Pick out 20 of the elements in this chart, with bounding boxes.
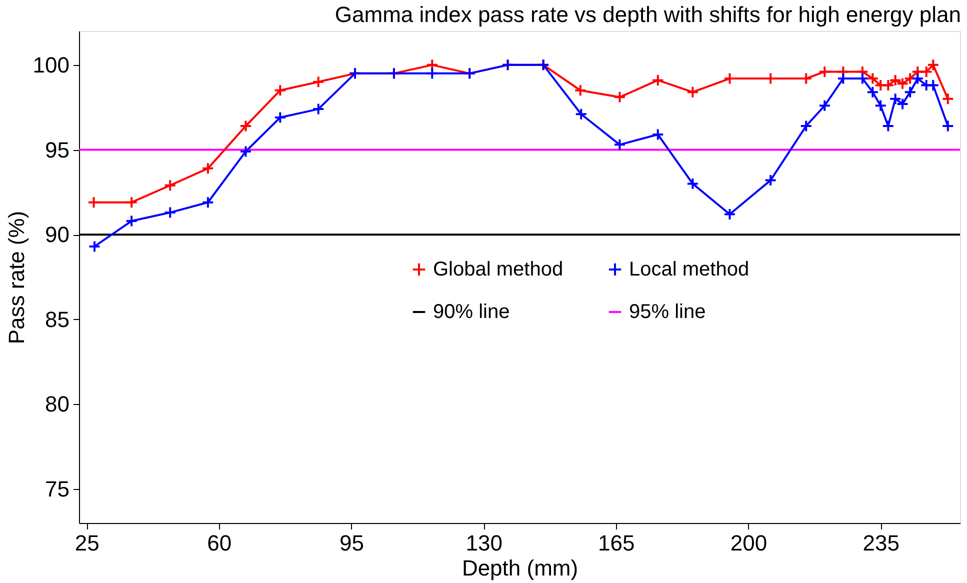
legend-label: 95% line: [629, 301, 706, 323]
legend-label: Local method: [629, 258, 750, 280]
legend-label: Global method: [433, 258, 564, 280]
x-tick-label: 25: [74, 530, 100, 556]
x-tick-label: 95: [340, 530, 364, 556]
y-tick-label: 95: [45, 137, 70, 162]
y-tick-label: 75: [45, 476, 70, 502]
y-tick-label: 100: [32, 52, 70, 78]
x-tick-label: 235: [862, 530, 900, 556]
y-axis-title: Pass rate (%): [4, 210, 29, 344]
x-tick-label: 60: [207, 530, 232, 556]
x-tick-label: 130: [466, 530, 502, 556]
legend-label: 90% line: [433, 301, 510, 323]
y-tick-label: 85: [45, 306, 70, 332]
y-tick-label: 80: [45, 392, 70, 417]
y-tick-label: 90: [45, 222, 70, 248]
x-axis-title: Depth (mm): [462, 556, 578, 580]
x-tick-label: 165: [598, 530, 635, 556]
x-tick-label: 200: [730, 530, 768, 556]
chart-title: Gamma index pass rate vs depth with shifts for high energy plan: [334, 2, 961, 27]
